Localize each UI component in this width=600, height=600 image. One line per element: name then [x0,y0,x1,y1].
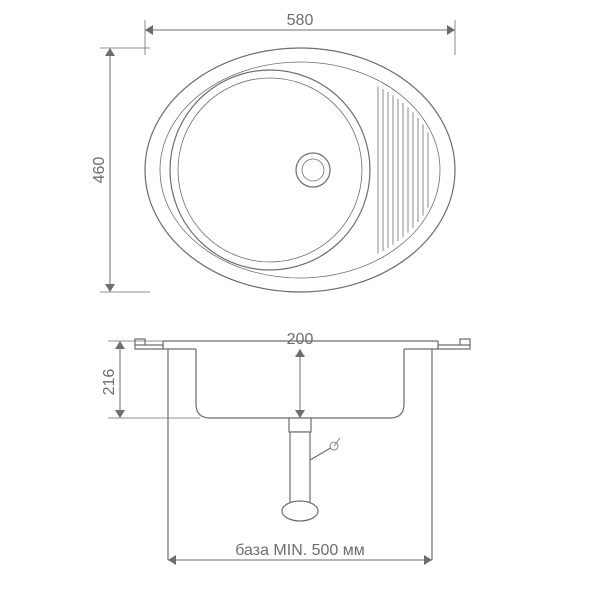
drainboard [378,86,428,253]
drain-stub [289,418,311,432]
bowl-inner [178,78,362,262]
drain-inner [302,159,324,181]
dim-depth-label: 216 [101,369,118,396]
sink-outline [145,48,455,292]
dim-height-label: 460 [91,157,108,184]
trap [282,501,318,521]
dim-bowl-depth-label: 200 [287,331,314,348]
dim-base-label: база MIN. 500 мм [235,542,365,559]
drain-outer [296,153,330,187]
dim-width-label: 580 [287,12,314,29]
bowl-outline [170,70,370,270]
tailpipe [290,432,310,505]
